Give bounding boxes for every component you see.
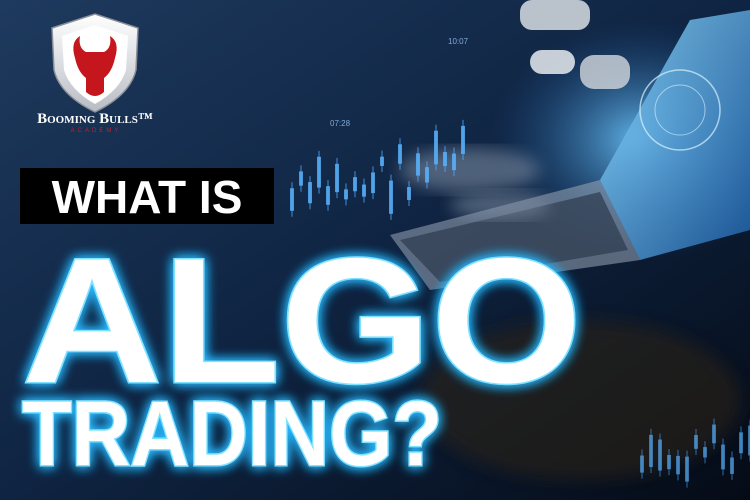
candle — [398, 144, 402, 164]
candle — [308, 182, 312, 204]
candle — [335, 163, 339, 193]
candle — [344, 189, 348, 200]
candle — [371, 172, 375, 194]
candle — [739, 432, 743, 454]
candle — [362, 184, 366, 197]
candle — [461, 125, 465, 154]
candle — [685, 456, 689, 482]
candle — [676, 455, 680, 475]
candle — [721, 444, 725, 470]
candle — [434, 130, 438, 165]
robot-hand — [520, 0, 630, 89]
candle — [353, 177, 357, 192]
headline-line1: WHAT IS — [52, 171, 243, 223]
candle — [667, 455, 671, 470]
candle — [748, 425, 750, 456]
candle — [380, 156, 384, 166]
laptop — [390, 10, 750, 290]
candle — [694, 435, 698, 449]
candle — [658, 439, 662, 471]
headline-line3: TRADING? — [22, 383, 442, 485]
headline-box — [20, 168, 274, 224]
candle — [640, 455, 644, 473]
candle — [425, 167, 429, 183]
candle — [712, 424, 716, 444]
logo-name: Booming Bulls™ — [37, 111, 153, 127]
logo-tagline: ACADEMY — [71, 128, 122, 134]
headline-line2: ALGO — [22, 221, 582, 420]
candle — [389, 180, 393, 214]
candle — [703, 447, 707, 458]
candle — [443, 152, 447, 167]
candlesticks — [290, 119, 750, 488]
candle — [326, 186, 330, 205]
candle — [317, 156, 321, 188]
screen-label: 07:28 — [330, 119, 351, 128]
candle — [290, 188, 294, 211]
candle — [416, 153, 420, 176]
screen-label: 10:07 — [448, 37, 469, 46]
candle — [299, 171, 303, 186]
logo: Booming Bulls™ ACADEMY — [37, 13, 153, 134]
candle — [730, 457, 734, 474]
candle — [407, 187, 411, 200]
candle — [649, 434, 653, 467]
candle — [452, 153, 456, 171]
